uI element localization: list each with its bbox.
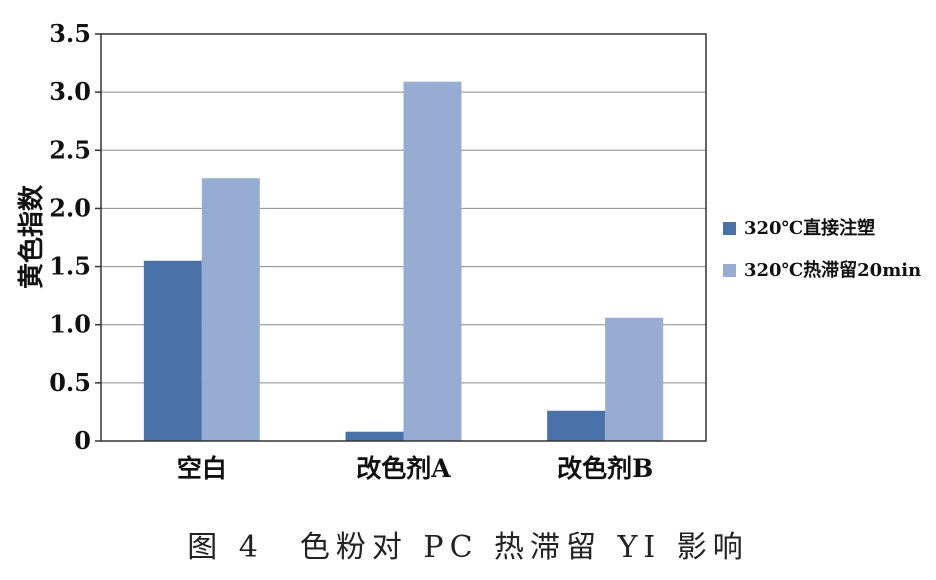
bar [403,81,462,442]
figure-caption: 图 4 色粉对 PC 热滞留 YI 影响 [187,530,749,565]
plot-frame [100,33,707,442]
bar [143,260,202,441]
y-tick-label: 2.0 [49,193,91,222]
legend-swatch [723,264,736,277]
bars [143,81,664,442]
y-tick-label: 1.5 [49,252,91,281]
x-axis-ticks: 空白 改色剂A 改色剂B [177,454,653,483]
bar [345,431,404,441]
y-tick-label: 1.0 [49,310,91,339]
y-tick-label: 0 [74,426,91,455]
bar [605,317,664,441]
legend-swatch [723,222,736,235]
bar [201,178,260,442]
y-tick-label: 2.5 [49,135,91,164]
legend: 320℃直接注塑 320℃热滞留20min [723,217,921,281]
y-tick-label: 3.5 [49,19,91,48]
y-tick-label: 0.5 [49,368,91,397]
y-axis-ticks: 0 0.5 1.0 1.5 2.0 2.5 3.0 3.5 [49,19,101,455]
y-axis-label: 黄色指数 [16,184,47,289]
y-tick-label: 3.0 [49,77,91,106]
legend-label: 320℃直接注塑 [744,217,875,239]
x-tick-label: 改色剂B [557,454,653,483]
legend-label: 320℃热滞留20min [744,259,921,281]
bar [547,410,606,441]
x-tick-label: 空白 [177,454,227,483]
x-tick-label: 改色剂A [356,454,451,483]
